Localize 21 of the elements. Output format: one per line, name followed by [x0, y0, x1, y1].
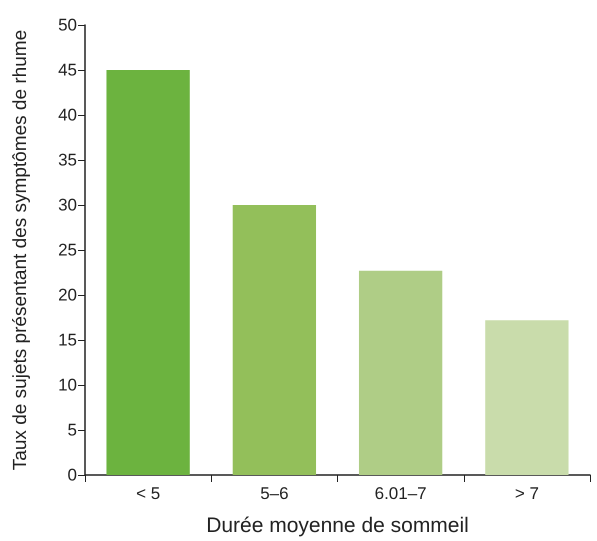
bar	[232, 205, 316, 475]
x-tick-label: > 7	[514, 484, 539, 503]
y-axis-title: Taux de sujets présentant des symptômes de rhume	[10, 30, 31, 470]
bar	[485, 320, 569, 475]
y-tick-label: 10	[58, 376, 77, 394]
y-tick-label: 25	[58, 240, 77, 260]
y-tick-label: 45	[58, 60, 77, 80]
bar	[358, 270, 442, 475]
y-tick-label: 50	[58, 16, 77, 34]
x-tick-label: 6.01–7	[374, 484, 427, 503]
bar	[106, 70, 190, 475]
x-tick-label: 5–6	[260, 484, 289, 503]
y-tick-label: 30	[58, 196, 77, 214]
y-tick-label: 15	[58, 330, 77, 350]
y-tick-label: 5	[68, 420, 77, 440]
x-tick-label: < 5	[136, 484, 160, 503]
y-tick-label: 35	[58, 150, 77, 170]
y-tick-label: 40	[58, 106, 77, 124]
x-axis-title: Durée moyenne de sommeil	[206, 514, 469, 537]
y-tick-label: 20	[58, 286, 77, 304]
y-tick-label: 0	[68, 466, 77, 484]
